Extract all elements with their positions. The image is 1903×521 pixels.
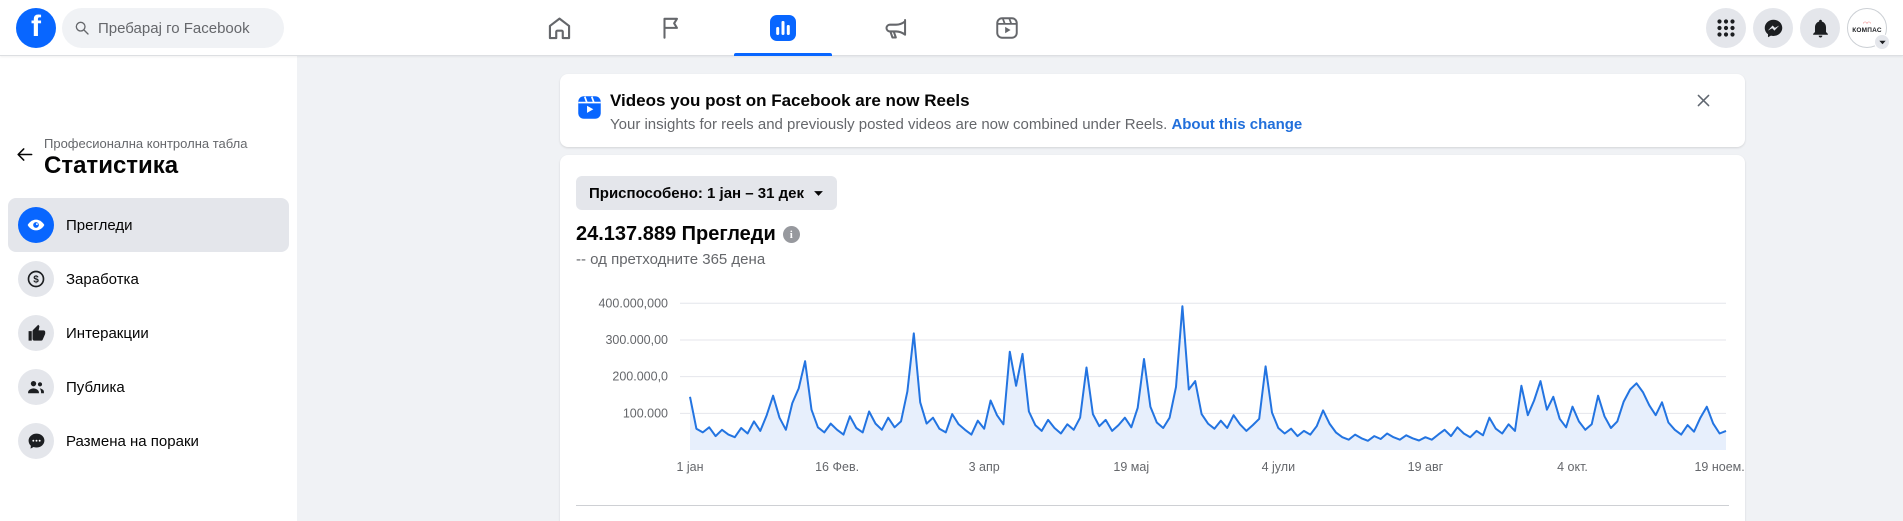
- dollar-icon: $: [27, 270, 45, 288]
- search-bar[interactable]: [62, 8, 284, 48]
- sidebar-item-messaging[interactable]: Размена на пораки: [8, 414, 289, 468]
- audience-icon: [28, 381, 44, 394]
- sidebar-item-views[interactable]: Прегледи: [8, 198, 289, 252]
- account-menu-badge[interactable]: [1874, 34, 1890, 50]
- svg-text:4 јули: 4 јули: [1262, 460, 1295, 474]
- avatar-logo-mark: ◠◠: [1863, 21, 1871, 27]
- date-range-filter[interactable]: Приспособено: 1 јан – 31 дек: [576, 176, 838, 210]
- svg-text:300.000,00: 300.000,00: [605, 333, 668, 347]
- svg-text:4 окт.: 4 окт.: [1557, 460, 1588, 474]
- card-divider: [576, 505, 1729, 506]
- sidebar-item-earnings[interactable]: $ Заработка: [8, 252, 289, 306]
- sidebar-item-label: Интеракции: [66, 324, 149, 342]
- info-icon[interactable]: i: [782, 226, 800, 243]
- sidebar-menu: Прегледи $ Заработка Интеракции: [0, 198, 297, 468]
- back-button[interactable]: [8, 138, 40, 170]
- facebook-logo[interactable]: f: [16, 8, 56, 48]
- date-range-label: Приспособено: 1 јан – 31 дек: [589, 184, 805, 202]
- sidebar-item-label: Размена на пораки: [66, 432, 199, 450]
- metric-value: 24.137.889: [576, 223, 677, 245]
- top-bar: f: [0, 0, 1903, 56]
- profile-avatar[interactable]: ◠◠ КОМПАС: [1847, 8, 1890, 50]
- megaphone-icon: [885, 18, 906, 39]
- banner-title: Videos you post on Facebook are now Reel…: [610, 91, 970, 110]
- svg-text:19 ноем.: 19 ноем.: [1694, 460, 1744, 474]
- banner-close-button[interactable]: [1689, 86, 1717, 114]
- nav-tab-home[interactable]: [503, 0, 615, 56]
- back-arrow-icon: [16, 147, 32, 161]
- svg-text:16 Фев.: 16 Фев.: [815, 460, 859, 474]
- chevron-down-icon: [1878, 40, 1886, 44]
- insights-icon: [770, 15, 796, 41]
- bell-icon: [1812, 19, 1828, 38]
- topbar-actions: ◠◠ КОМПАС: [1706, 8, 1890, 50]
- reels-icon: [996, 17, 1018, 39]
- thumbs-up-icon: [28, 324, 45, 341]
- views-insights-card: Приспособено: 1 јан – 31 дек 24.137.889 …: [560, 155, 1745, 521]
- nav-tab-pages[interactable]: [615, 0, 727, 56]
- sidebar-item-label: Публика: [66, 378, 125, 396]
- menu-grid-button[interactable]: [1706, 8, 1746, 48]
- svg-text:100.000: 100.000: [623, 406, 668, 420]
- nav-tab-insights[interactable]: [727, 0, 839, 56]
- main-nav: [503, 0, 1063, 56]
- nav-tab-reels[interactable]: [951, 0, 1063, 56]
- caret-down-icon: [814, 190, 823, 196]
- metric-subtitle: -- од претходните 365 дена: [576, 251, 766, 268]
- reels-banner-icon: [578, 96, 601, 119]
- metric-headline: 24.137.889 Прегледи i: [576, 223, 800, 246]
- flag-icon: [663, 17, 678, 39]
- sidebar-item-interactions[interactable]: Интеракции: [8, 306, 289, 360]
- about-this-change-link[interactable]: About this change: [1171, 116, 1303, 133]
- sidebar-item-audience[interactable]: Публика: [8, 360, 289, 414]
- close-icon: [1697, 94, 1709, 106]
- svg-text:200.000,0: 200.000,0: [612, 370, 668, 384]
- menu-grid-icon: [1717, 19, 1735, 37]
- svg-text:19 авг: 19 авг: [1408, 460, 1444, 474]
- svg-text:19 мај: 19 мај: [1113, 460, 1149, 474]
- reels-banner: Videos you post on Facebook are now Reel…: [560, 74, 1745, 147]
- messenger-button[interactable]: [1753, 8, 1793, 48]
- sidebar-item-label: Заработка: [66, 270, 139, 288]
- search-input[interactable]: [98, 19, 268, 37]
- metric-label: Прегледи: [681, 223, 776, 245]
- sidebar-eyebrow: Професионална контролна табла: [44, 136, 248, 151]
- search-icon: [75, 21, 89, 35]
- sidebar-item-label: Прегледи: [66, 216, 133, 234]
- svg-text:400.000,000: 400.000,000: [598, 296, 668, 310]
- sidebar: Професионална контролна табла Статистика…: [0, 56, 297, 521]
- messenger-icon: [1764, 19, 1782, 37]
- messages-icon: [28, 433, 44, 449]
- views-area-chart: 100.000 200.000,0 300.000,00 400.000,000 1 ј…: [598, 296, 1744, 474]
- page-title: Статистика: [44, 152, 179, 179]
- avatar-logo-text: КОМПАС: [1852, 27, 1882, 34]
- notifications-button[interactable]: [1800, 8, 1840, 48]
- nav-tab-ads[interactable]: [839, 0, 951, 56]
- active-tab-underline: [734, 53, 832, 56]
- svg-text:$: $: [33, 275, 39, 286]
- svg-text:3 апр: 3 апр: [969, 460, 1000, 474]
- svg-text:1 јан: 1 јан: [676, 460, 703, 474]
- banner-body: Your insights for reels and previously p…: [610, 116, 1303, 133]
- home-icon: [548, 17, 570, 39]
- eye-icon: [27, 219, 45, 231]
